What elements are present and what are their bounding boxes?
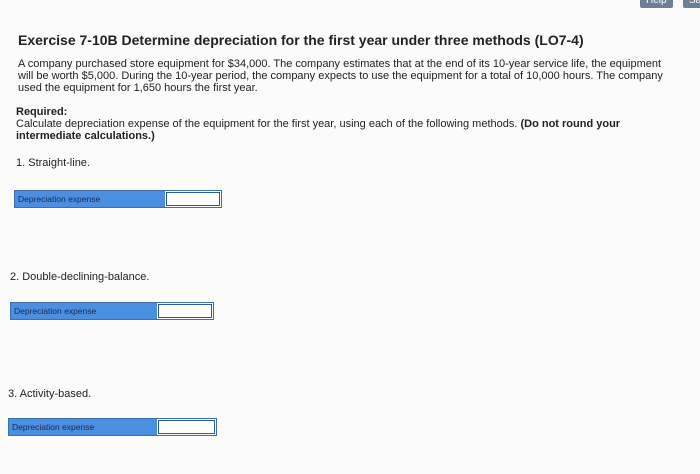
part-label: 1. Straight-line. [16,157,90,169]
required-text: Calculate depreciation expense of the eq… [16,118,518,130]
required-heading: Required: [16,106,68,118]
problem-text: A company purchased store equipment for … [18,58,663,94]
required: Required: Calculate depreciation expense… [16,106,636,142]
field-label: Depreciation expense [15,191,165,207]
answer-row: Depreciation expense [10,302,214,320]
part-label: 2. Double-declining-balance. [10,271,150,283]
part-label: 3. Activity-based. [8,388,92,400]
save-button[interactable]: Sav [683,0,700,8]
field-label: Depreciation expense [9,419,157,435]
help-button[interactable]: Help [640,0,673,8]
title: Exercise 7-10B Determine depreciation fo… [18,32,584,48]
answer-row: Depreciation expense [14,190,222,208]
answer-row: Depreciation expense [8,418,217,436]
answer-input[interactable] [166,192,220,206]
field-label: Depreciation expense [11,303,157,319]
answer-input[interactable] [158,304,212,318]
required-note: (Do not round your intermediate calculat… [16,118,621,142]
answer-input[interactable] [158,420,215,434]
